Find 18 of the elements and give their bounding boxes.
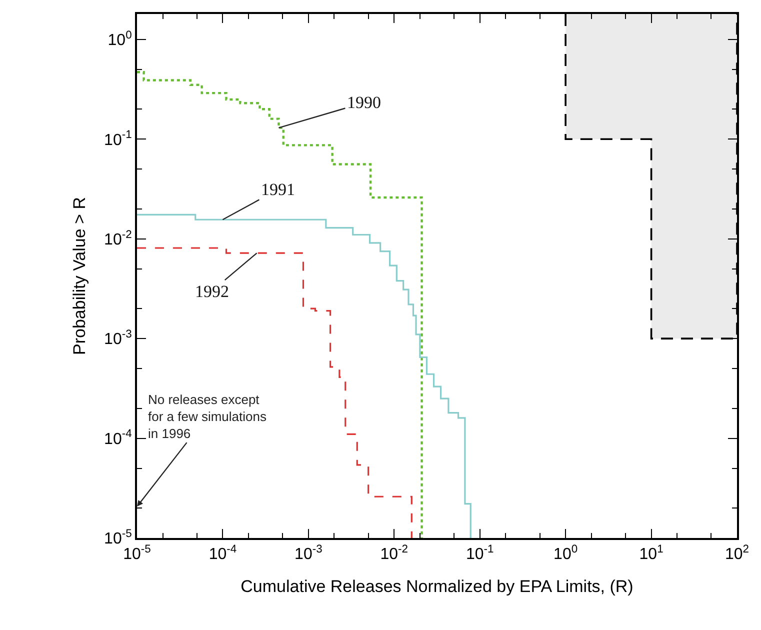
y-tick-label: 10$^{-2}$ [104,228,132,248]
x-tick-label: 10$^{-1}$ [466,543,494,564]
annotation: 1992 [195,282,229,301]
x-tick-label: 10$^{-3}$ [294,543,322,564]
annotation: 1990 [347,93,381,112]
annotation: No releases except for a few simulations in 1996 [148,392,267,441]
y-tick-label: 10$^{0}$ [108,29,132,50]
x-axis-title: Cumulative Releases Normalized by EPA Limits, (R) [240,577,634,596]
y-tick-label: 10$^{-3}$ [104,328,132,348]
x-tick-label: 10$^{0}$ [554,543,578,564]
y-axis-title: Probability Value > R [70,197,90,355]
x-tick-label: 10$^{1}$ [639,543,664,564]
x-tick-label: 10$^{2}$ [724,543,750,564]
annotation: 1991 [261,180,295,199]
x-tick-label: 10$^{-4}$ [208,543,237,564]
x-tick-label: 10$^{-2}$ [380,543,408,564]
y-tick-label: 10$^{-4}$ [104,428,132,448]
y-tick-label: 10$^{-1}$ [104,129,132,149]
